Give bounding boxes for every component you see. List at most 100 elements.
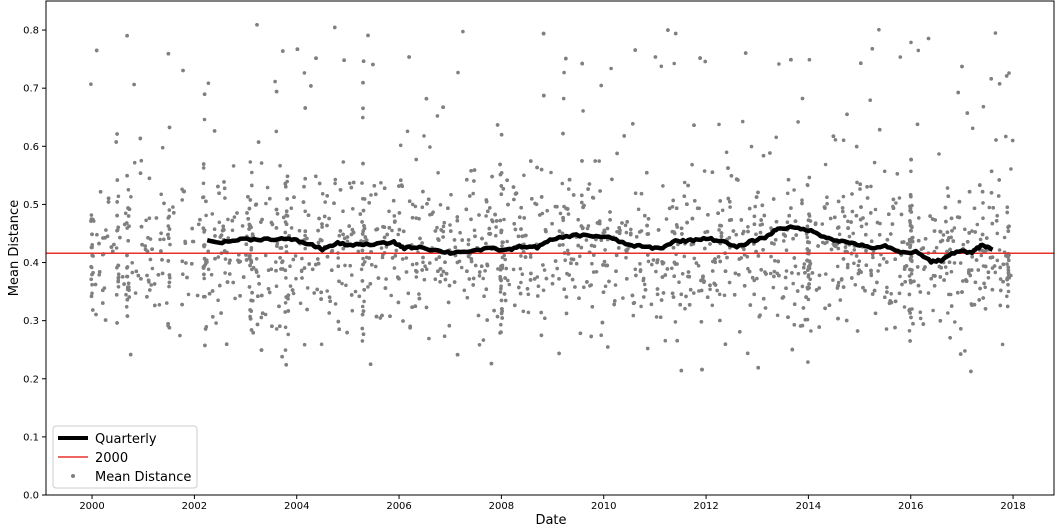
scatter-point [538, 213, 542, 217]
scatter-point [144, 218, 148, 223]
scatter-point [166, 51, 171, 56]
scatter-point [388, 314, 392, 319]
scatter-point [114, 140, 118, 144]
scatter-point [424, 96, 429, 101]
scatter-point [89, 264, 93, 269]
scatter-point [202, 243, 207, 247]
scatter-point [659, 298, 664, 302]
scatter-point [152, 282, 157, 286]
scatter-point [307, 262, 312, 266]
scatter-point [814, 288, 819, 292]
scatter-point [221, 227, 226, 232]
scatter-point [1006, 229, 1011, 233]
scatter-point [284, 276, 288, 280]
scatter-point [254, 202, 259, 207]
scatter-point [327, 216, 331, 221]
scatter-point [932, 229, 937, 233]
scatter-point [759, 218, 763, 222]
scatter-point [223, 257, 228, 261]
scatter-point [94, 312, 98, 317]
scatter-point [319, 342, 324, 347]
scatter-point [533, 201, 537, 206]
scatter-point [726, 196, 731, 201]
scatter-point [231, 164, 236, 168]
scatter-point [274, 260, 278, 264]
legend-mean-distance-swatch [71, 474, 75, 478]
scatter-point [770, 241, 774, 245]
y-tick-label: 0.4 [23, 258, 39, 269]
scatter-point [98, 190, 103, 194]
scatter-point [706, 213, 710, 217]
scatter-point [275, 244, 279, 248]
scatter-point [729, 174, 734, 178]
scatter-point [115, 213, 119, 218]
scatter-point [283, 325, 288, 330]
scatter-point [661, 261, 666, 265]
scatter-point [928, 214, 932, 218]
scatter-point [248, 263, 252, 268]
scatter-point [314, 262, 318, 267]
scatter-point [498, 290, 503, 294]
scatter-point [946, 238, 950, 243]
scatter-point [249, 260, 254, 265]
scatter-point [523, 255, 528, 259]
y-tick-label: 0.0 [23, 491, 39, 502]
scatter-point [225, 280, 230, 284]
scatter-layer [89, 23, 1015, 374]
scatter-point [467, 277, 472, 281]
scatter-point [561, 216, 565, 220]
scatter-point [486, 209, 490, 214]
scatter-point [956, 290, 960, 295]
scatter-point [803, 317, 808, 322]
scatter-point [571, 257, 576, 262]
scatter-point [782, 239, 786, 243]
scatter-point [310, 267, 315, 272]
scatter-point [115, 178, 120, 182]
scatter-point [212, 129, 217, 133]
scatter-point [477, 213, 481, 217]
scatter-point [823, 241, 827, 246]
scatter-point [884, 327, 889, 331]
scatter-point [949, 235, 953, 240]
scatter-point [274, 89, 279, 94]
scatter-point [956, 90, 960, 95]
scatter-point [758, 230, 763, 235]
scatter-point [136, 273, 141, 278]
scatter-point [455, 352, 460, 357]
scatter-point [592, 253, 596, 257]
scatter-point [993, 270, 998, 275]
scatter-point [823, 162, 828, 167]
scatter-point [1005, 294, 1009, 299]
scatter-point [94, 48, 99, 53]
scatter-point [667, 206, 672, 211]
scatter-point [1005, 304, 1010, 309]
scatter-point [970, 126, 975, 131]
scatter-point [930, 217, 935, 221]
scatter-point [250, 183, 254, 188]
scatter-point [939, 265, 943, 270]
x-tick-label: 2016 [898, 501, 923, 512]
scatter-point [625, 220, 629, 224]
scatter-point [588, 284, 592, 288]
scatter-point [350, 227, 355, 232]
scatter-point [580, 61, 584, 66]
scatter-point [723, 342, 728, 347]
scatter-point [224, 342, 229, 347]
scatter-point [746, 229, 750, 234]
scatter-point [244, 242, 249, 246]
scatter-point [806, 240, 810, 244]
scatter-point [980, 189, 985, 194]
scatter-point [519, 227, 523, 231]
scatter-point [366, 33, 370, 38]
scatter-point [564, 295, 569, 299]
scatter-point [739, 218, 744, 222]
scatter-point [949, 216, 954, 221]
scatter-point [327, 295, 332, 300]
scatter-point [499, 192, 504, 196]
scatter-point [598, 189, 602, 193]
scatter-point [351, 180, 356, 185]
scatter-point [106, 200, 111, 204]
scatter-point [885, 285, 889, 290]
scatter-point [710, 170, 715, 174]
scatter-point [373, 264, 378, 269]
